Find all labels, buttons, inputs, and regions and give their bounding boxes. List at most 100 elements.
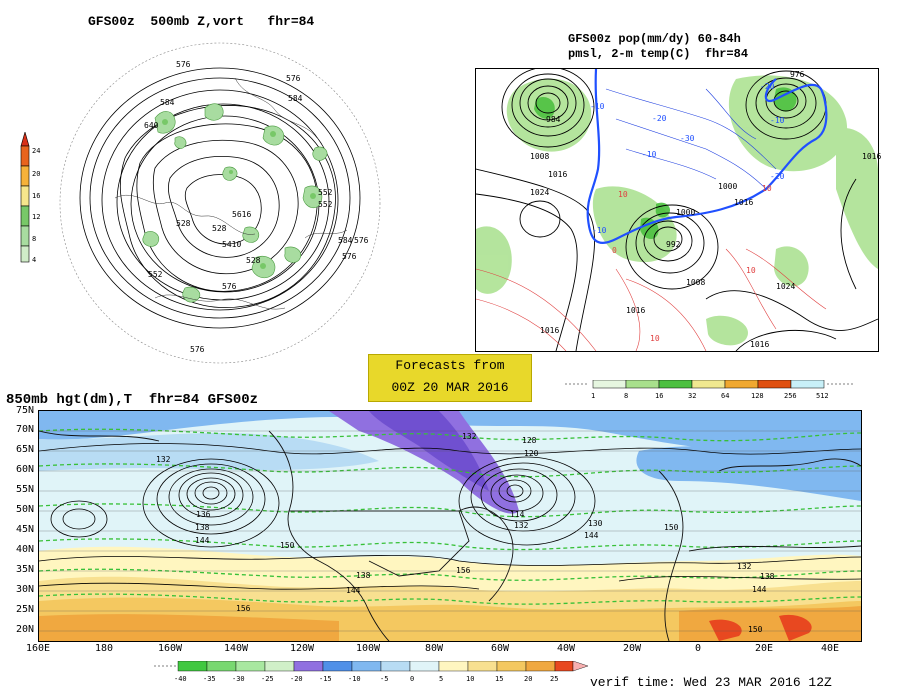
contour-label: 640 xyxy=(144,121,159,130)
isobar-label: 1008 xyxy=(530,152,550,161)
colorbar-tick: -30 xyxy=(232,675,245,683)
contour-label: 576 xyxy=(176,60,191,69)
colorbar-tick: 1 xyxy=(591,392,596,400)
lat-label: 65N xyxy=(15,444,34,455)
height-label: 136 xyxy=(196,510,211,519)
contour-label: 5410 xyxy=(222,240,242,249)
lon-label: 40E xyxy=(820,643,840,654)
height-label: 156 xyxy=(236,604,251,613)
height-label: 144 xyxy=(195,536,210,545)
lat-label: 40N xyxy=(15,544,34,555)
contour-label: 552 xyxy=(318,200,333,209)
panel-precip-title-1: GFS00z pop(mm/dy) 60-84h xyxy=(568,32,741,46)
height-label: 144 xyxy=(584,531,599,540)
lat-label: 75N xyxy=(15,405,34,416)
forecast-line-1: Forecasts from xyxy=(395,358,505,373)
colorbar-tick: -10 xyxy=(348,675,361,683)
lon-label: 20E xyxy=(754,643,774,654)
temp-label: 10 xyxy=(650,334,660,343)
temp-label: 10 xyxy=(762,184,772,193)
lon-label: 120W xyxy=(289,643,315,654)
temp-label: 0 xyxy=(612,246,617,255)
lat-label: 50N xyxy=(15,504,34,515)
height-label: 138 xyxy=(760,572,775,581)
isobar-label: 1016 xyxy=(626,306,646,315)
height-label: 156 xyxy=(456,566,471,575)
lon-label: 160W xyxy=(157,643,183,654)
contour-label: 576 xyxy=(286,74,301,83)
height-label: 144 xyxy=(752,585,767,594)
isobar-label: 1016 xyxy=(750,340,770,349)
height-label: 128 xyxy=(522,436,537,445)
colorbar-tick: 0 xyxy=(410,675,415,683)
contour-label: 576 xyxy=(354,236,369,245)
lat-label: 30N xyxy=(15,584,34,595)
forecast-init-box: Forecasts from 00Z 20 MAR 2016 xyxy=(368,354,532,402)
colorbar-tick: 20 xyxy=(524,675,533,683)
colorbar-tick: 8 xyxy=(624,392,629,400)
colorbar-tick: 24 xyxy=(32,147,41,155)
isobar-label: 1024 xyxy=(776,282,796,291)
verif-time: verif time: Wed 23 MAR 2016 12Z xyxy=(590,675,832,690)
temp-label: 10 xyxy=(746,266,756,275)
temp-label: -10 xyxy=(770,116,785,125)
contour-label: 584 xyxy=(338,236,353,245)
contour-label: 552 xyxy=(148,270,163,279)
contour-label: 576 xyxy=(222,282,237,291)
isobar-label: 1024 xyxy=(530,188,550,197)
height-label: 150 xyxy=(748,625,763,634)
colorbar-tick: 4 xyxy=(32,256,37,264)
isobar-label: 1000 xyxy=(676,208,696,217)
lon-label: 180 xyxy=(94,643,114,654)
lat-label: 45N xyxy=(15,524,34,535)
lat-label: 60N xyxy=(15,464,34,475)
lon-label: 40W xyxy=(556,643,576,654)
lon-label: 160E xyxy=(25,643,51,654)
contour-label: 576 xyxy=(190,345,205,354)
precip-pmsl-map xyxy=(475,66,879,352)
colorbar-tick: 20 xyxy=(32,170,41,178)
lon-label: 20W xyxy=(622,643,642,654)
temp-label: -20 xyxy=(770,172,785,181)
lon-label: 100W xyxy=(355,643,381,654)
colorbar-tick: -20 xyxy=(290,675,303,683)
height-label: 150 xyxy=(664,523,679,532)
isobar-label: 976 xyxy=(790,70,805,79)
temp-label: -10 xyxy=(592,226,607,235)
map-850mb xyxy=(38,410,862,642)
forecast-line-2: 00Z 20 MAR 2016 xyxy=(391,380,509,395)
colorbar-tick: 25 xyxy=(550,675,559,683)
temp-label: -10 xyxy=(642,150,657,159)
isobar-label: 992 xyxy=(666,240,681,249)
panel-precip-title-2: pmsl, 2-m temp(C) fhr=84 xyxy=(568,47,749,61)
height-label: 120 xyxy=(524,449,539,458)
contour-label: 584 xyxy=(288,94,303,103)
lon-label: 140W xyxy=(223,643,249,654)
isobar-label: 1016 xyxy=(548,170,568,179)
isobar-label: 1008 xyxy=(686,278,706,287)
colorbar-tick: 12 xyxy=(32,213,41,221)
colorbar-tick: -40 xyxy=(174,675,187,683)
temp-label: -10 xyxy=(590,102,605,111)
lat-label: 35N xyxy=(15,564,34,575)
lon-label: 0 xyxy=(694,643,702,654)
colorbar-tick: -35 xyxy=(203,675,216,683)
colorbar-tick: 256 xyxy=(784,392,797,400)
lat-label: 70N xyxy=(15,424,34,435)
colorbar-tick: -5 xyxy=(380,675,389,683)
colorbar-tick: 8 xyxy=(32,235,37,243)
height-label: 130 xyxy=(588,519,603,528)
height-label: 138 xyxy=(356,571,371,580)
colorbar-tick: 512 xyxy=(816,392,829,400)
temp-label: -20 xyxy=(652,114,667,123)
height-label: 114 xyxy=(510,510,525,519)
height-label: 150 xyxy=(280,541,295,550)
lat-label: 25N xyxy=(15,604,34,615)
colorbar-tick: 64 xyxy=(721,392,730,400)
precip-colorbar xyxy=(565,379,855,398)
colorbar-tick: 5 xyxy=(439,675,444,683)
isobar-label: 1000 xyxy=(718,182,738,191)
panel-850mb-title: 850mb hgt(dm),T fhr=84 GFS00z xyxy=(6,392,259,408)
temp-label: 10 xyxy=(618,190,628,199)
contour-label: 528 xyxy=(176,219,191,228)
